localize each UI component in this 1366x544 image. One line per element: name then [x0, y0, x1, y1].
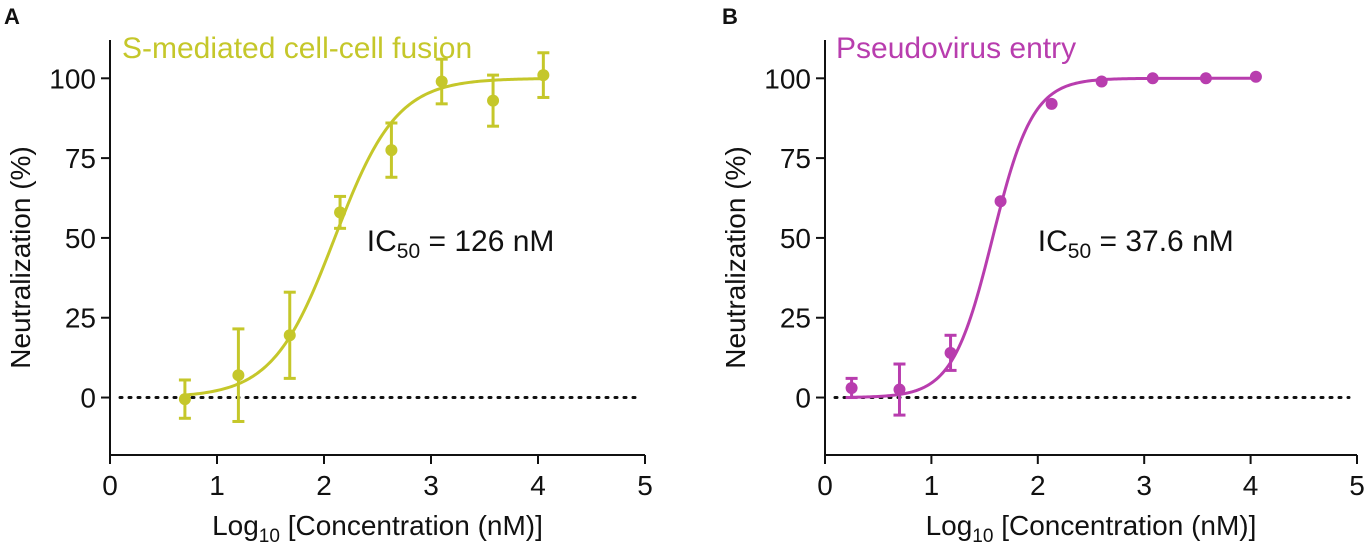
panel-label: B — [722, 4, 738, 29]
x-tick-label: 2 — [316, 470, 332, 501]
x-tick-label: 1 — [924, 470, 940, 501]
y-tick-label: 75 — [780, 143, 811, 174]
x-tick-label: 4 — [1243, 470, 1259, 501]
data-point — [994, 195, 1007, 208]
fit-curve — [184, 77, 544, 397]
data-point — [944, 346, 957, 359]
x-tick-label: 3 — [1136, 470, 1152, 501]
ic50-annotation-subscript: 50 — [1068, 240, 1091, 263]
x-tick-label: 4 — [530, 470, 546, 501]
x-axis-label-log: Log — [926, 510, 973, 541]
x-tick-label: 5 — [1349, 470, 1365, 501]
x-axis-label-log: Log — [212, 510, 259, 541]
x-axis-label: Log10 [Concentration (nM)] — [926, 510, 1257, 544]
plot-area: 0 25 50 75 100 0 1 2 3 4 5 — [764, 40, 1365, 501]
x-tick-label: 1 — [209, 470, 225, 501]
data-point — [334, 206, 347, 219]
x-axis-label-rest: [Concentration (nM)] — [280, 510, 543, 541]
y-axis-label-group: Neutralization (%) — [720, 146, 751, 369]
ic50-annotation-main: IC — [367, 225, 397, 258]
ic50-annotation-rest: = 37.6 nM — [1091, 225, 1234, 258]
ic50-annotation-rest: = 126 nM — [420, 225, 554, 258]
ic50-annotation: IC50 = 126 nM — [367, 225, 555, 263]
ic50-annotation-main: IC — [1038, 225, 1068, 258]
ic50-annotation-subscript: 50 — [397, 240, 420, 263]
plot-area: 0 25 50 75 100 0 1 2 3 4 5 — [49, 40, 653, 501]
ic50-annotation: IC50 = 37.6 nM — [1038, 225, 1234, 263]
data-point — [893, 383, 906, 396]
data-point — [1199, 72, 1212, 85]
data-point — [1045, 97, 1058, 110]
x-tick-label: 0 — [817, 470, 833, 501]
panel-label: A — [4, 4, 20, 29]
y-tick-label: 100 — [764, 63, 811, 94]
y-tick-label: 0 — [80, 383, 96, 414]
x-axis-label-subscript: 10 — [972, 526, 993, 544]
y-tick-label: 25 — [780, 303, 811, 334]
y-tick-label: 100 — [49, 63, 96, 94]
panel-b: B Pseudovirus entry Neutralization (%) L… — [720, 4, 1365, 544]
data-point — [232, 369, 245, 382]
data-point — [385, 144, 398, 157]
fit-curve — [851, 76, 1256, 399]
chart-title: Pseudovirus entry — [836, 32, 1076, 65]
x-tick-label: 0 — [102, 470, 118, 501]
panel-a: A S-mediated cell-cell fusion Neutraliza… — [4, 4, 653, 544]
y-axis-label-group: Neutralization (%) — [5, 146, 36, 369]
x-tick-label: 3 — [423, 470, 439, 501]
x-axis-label-rest: [Concentration (nM)] — [993, 510, 1256, 541]
data-point — [1249, 70, 1262, 83]
x-axis-label-subscript: 10 — [259, 526, 280, 544]
y-tick-label: 50 — [65, 223, 96, 254]
data-point — [178, 393, 191, 406]
y-tick-label: 50 — [780, 223, 811, 254]
chart-title: S-mediated cell-cell fusion — [122, 32, 472, 65]
x-tick-label: 5 — [637, 470, 653, 501]
y-tick-label: 25 — [65, 303, 96, 334]
y-tick-label: 75 — [65, 143, 96, 174]
data-point — [537, 69, 550, 82]
data-point — [1095, 75, 1108, 88]
data-point — [845, 381, 858, 394]
data-point — [1146, 72, 1159, 85]
y-axis-label: Neutralization (%) — [720, 146, 751, 369]
data-point — [283, 329, 296, 342]
y-axis-label: Neutralization (%) — [5, 146, 36, 369]
x-axis-label: Log10 [Concentration (nM)] — [212, 510, 543, 544]
y-tick-label: 0 — [795, 383, 811, 414]
data-point — [435, 75, 448, 88]
data-point — [487, 94, 500, 107]
x-tick-label: 2 — [1030, 470, 1046, 501]
